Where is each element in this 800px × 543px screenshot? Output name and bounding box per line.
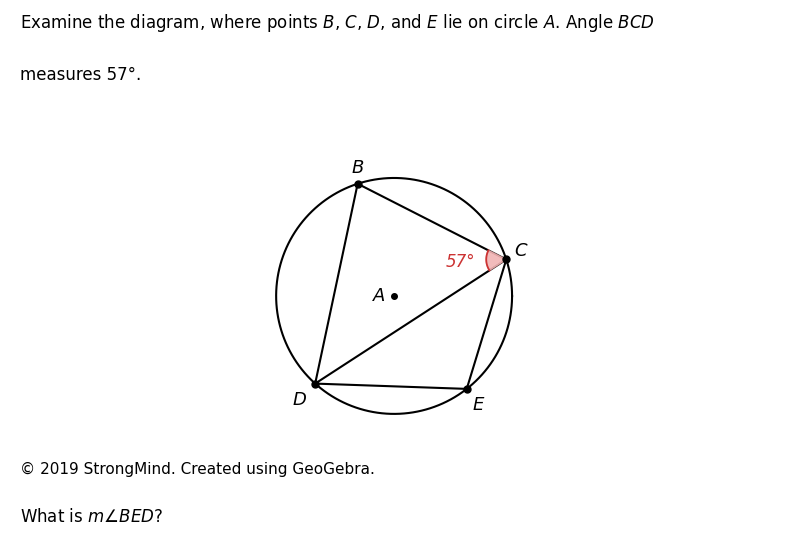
Text: $E$: $E$ (472, 396, 485, 414)
Text: $B$: $B$ (351, 160, 364, 178)
Text: $D$: $D$ (292, 391, 307, 409)
Text: © 2019 StrongMind. Created using GeoGebra.: © 2019 StrongMind. Created using GeoGebr… (20, 462, 375, 477)
Text: $A$: $A$ (372, 287, 386, 305)
Polygon shape (486, 250, 506, 270)
Text: Examine the diagram, where points $B$, $C$, $D$, and $E$ lie on circle $A$. Angl: Examine the diagram, where points $B$, $… (20, 12, 654, 34)
Text: measures 57°.: measures 57°. (20, 66, 142, 84)
Text: What is $m\angle BED$?: What is $m\angle BED$? (20, 508, 163, 526)
Text: 57°: 57° (446, 253, 475, 271)
Text: $C$: $C$ (514, 242, 529, 260)
